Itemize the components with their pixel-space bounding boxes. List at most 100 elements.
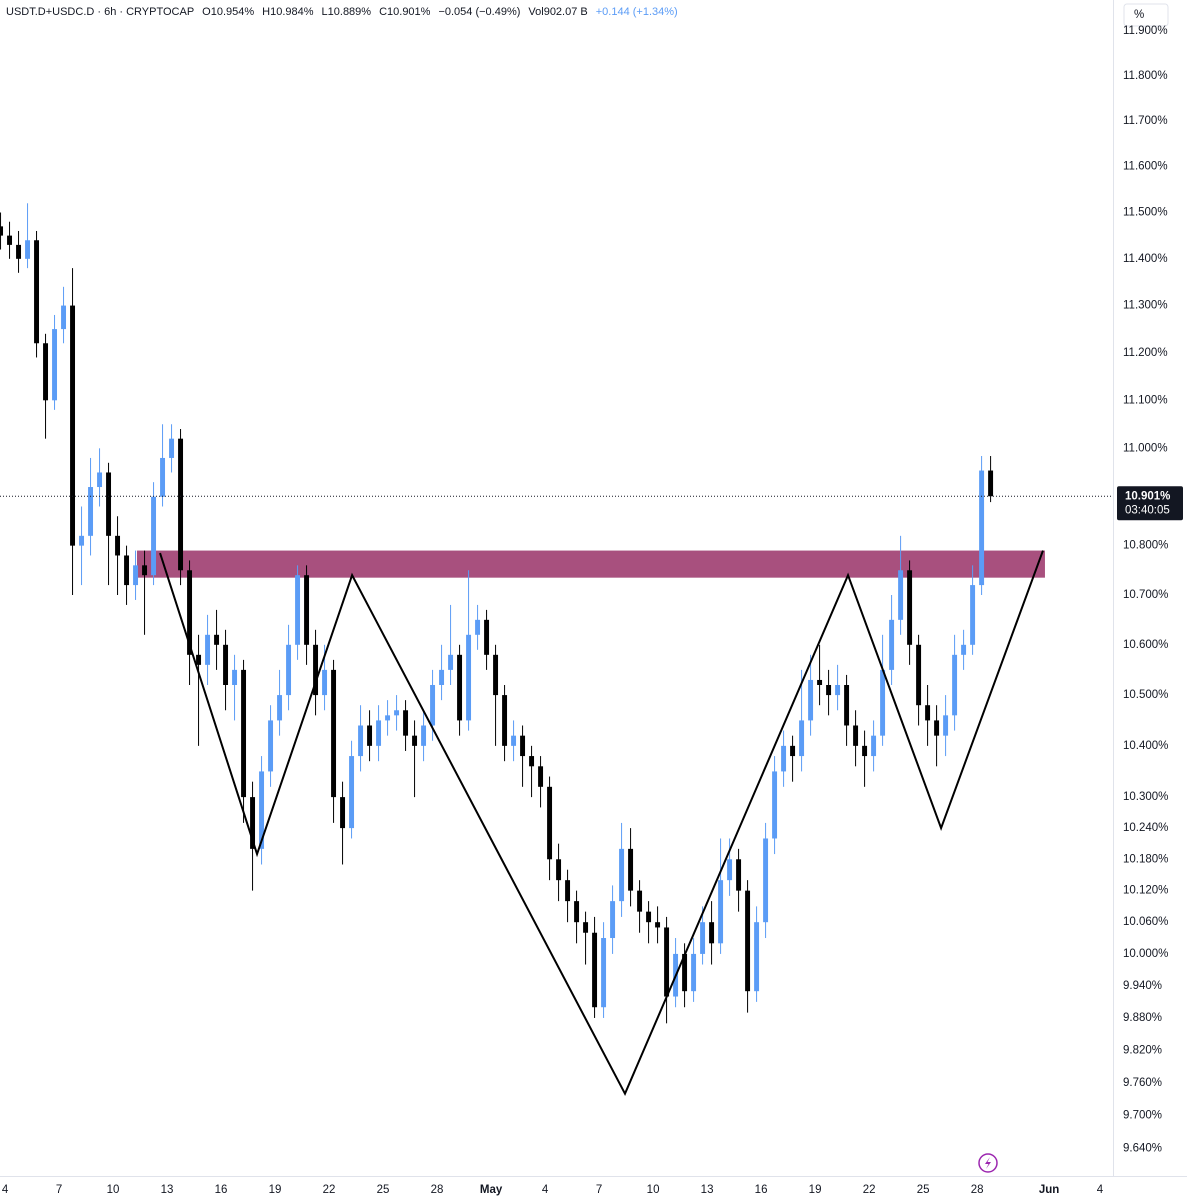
- countdown-label: 03:40:05: [1125, 504, 1170, 516]
- y-tick-label: 11.900%: [1123, 25, 1168, 37]
- candle-body: [322, 669, 328, 696]
- candle-body: [448, 654, 454, 670]
- candle-body: [295, 575, 301, 645]
- candle-body: [25, 240, 31, 259]
- candle-body: [277, 695, 283, 721]
- candle-body: [7, 235, 13, 245]
- candle-body: [133, 565, 139, 586]
- candle-body: [502, 695, 508, 746]
- x-tick-label: 19: [269, 1184, 282, 1196]
- x-tick-label: 4: [542, 1184, 549, 1196]
- legend-header: USDT.D+USDC.D · 6h · CRYPTOCAP O10.954% …: [6, 6, 678, 18]
- candle-body: [979, 470, 985, 586]
- y-tick-label: 10.500%: [1123, 689, 1168, 701]
- x-tick-label: 13: [161, 1184, 174, 1196]
- close-value: C10.901%: [379, 6, 431, 18]
- candle-body: [421, 725, 427, 746]
- icon-circle[interactable]: [978, 1153, 998, 1173]
- candle-body: [871, 735, 877, 757]
- resistance-zone: [136, 550, 1045, 578]
- candle-body: [331, 669, 337, 798]
- candle-body: [259, 771, 265, 849]
- candle-body: [358, 725, 364, 757]
- x-tick-label: 7: [56, 1184, 62, 1196]
- candle-body: [403, 710, 409, 736]
- y-tick-label: 10.060%: [1123, 916, 1168, 928]
- x-tick-label: 10: [647, 1184, 660, 1196]
- candle-body: [349, 756, 355, 829]
- candle-body: [232, 669, 238, 685]
- x-tick-label: 28: [971, 1184, 984, 1196]
- candle-body: [223, 644, 229, 685]
- price-label: 10.901%: [1125, 490, 1170, 502]
- candle-body: [898, 570, 904, 620]
- candle-body: [124, 555, 130, 586]
- candle-body: [799, 720, 805, 757]
- candle-body: [70, 305, 76, 546]
- candle-body: [727, 859, 733, 881]
- candle-body: [781, 745, 787, 772]
- y-tick-label: 9.640%: [1123, 1142, 1162, 1154]
- candle-body: [970, 585, 976, 645]
- candle-body: [430, 684, 436, 726]
- candle-body: [583, 922, 589, 933]
- lightning-icon[interactable]: [978, 1153, 998, 1173]
- y-tick-label: 10.700%: [1123, 589, 1168, 601]
- y-tick-label: 11.500%: [1123, 207, 1168, 219]
- candle-body: [286, 644, 292, 696]
- candle-body: [529, 756, 535, 767]
- x-tick-label: 16: [215, 1184, 228, 1196]
- x-tick-label: 16: [755, 1184, 768, 1196]
- candle-body: [646, 911, 652, 923]
- candle-body: [457, 654, 463, 721]
- open-value: O10.954%: [202, 6, 255, 18]
- x-tick-label: Jun: [1039, 1184, 1059, 1196]
- candle-body: [754, 922, 760, 992]
- y-tick-label: 9.940%: [1123, 980, 1162, 992]
- x-tick-label: 25: [377, 1184, 390, 1196]
- candle-body: [304, 575, 310, 645]
- candle-body: [880, 669, 886, 736]
- x-tick-label: May: [480, 1184, 503, 1196]
- candle-body: [826, 684, 832, 696]
- change-value: −0.054 (−0.49%): [438, 6, 521, 18]
- candle-body: [790, 745, 796, 757]
- plot-area: [0, 203, 1113, 1096]
- candle-body: [187, 570, 193, 655]
- candle-body: [88, 487, 94, 536]
- candle-body: [808, 679, 814, 721]
- y-tick-label: 10.600%: [1123, 639, 1168, 651]
- candle-body: [925, 705, 931, 721]
- x-tick-label: 7: [596, 1184, 602, 1196]
- candle-body: [862, 745, 868, 757]
- candle-body: [844, 684, 850, 726]
- candle-body: [511, 735, 517, 746]
- candle-body: [565, 880, 571, 902]
- candle-body: [0, 226, 4, 236]
- candle-body: [376, 720, 382, 746]
- candle-body: [214, 634, 220, 645]
- scale-button[interactable]: [1123, 3, 1169, 27]
- axis-unit[interactable]: %: [1134, 9, 1144, 21]
- candle-body: [394, 710, 400, 716]
- candle-body: [169, 438, 175, 458]
- candle-body: [475, 619, 481, 635]
- volume-value: Vol902.07 B: [528, 6, 588, 18]
- candle-body: [853, 725, 859, 746]
- candle-body: [538, 766, 544, 787]
- candle-body: [61, 305, 67, 330]
- icon-bolt[interactable]: [985, 1157, 991, 1169]
- y-tick-label: 11.000%: [1123, 442, 1168, 454]
- candle-body: [250, 797, 256, 849]
- candle-body: [952, 654, 958, 716]
- candle-body: [772, 771, 778, 839]
- y-tick-label: 9.700%: [1123, 1110, 1162, 1122]
- candle-body: [493, 654, 499, 696]
- candle-body: [817, 679, 823, 685]
- candle-body: [466, 634, 472, 721]
- candle-body: [16, 244, 22, 259]
- candle-body: [682, 953, 688, 992]
- candle-body: [439, 669, 445, 685]
- y-tick-label: 10.240%: [1123, 822, 1168, 834]
